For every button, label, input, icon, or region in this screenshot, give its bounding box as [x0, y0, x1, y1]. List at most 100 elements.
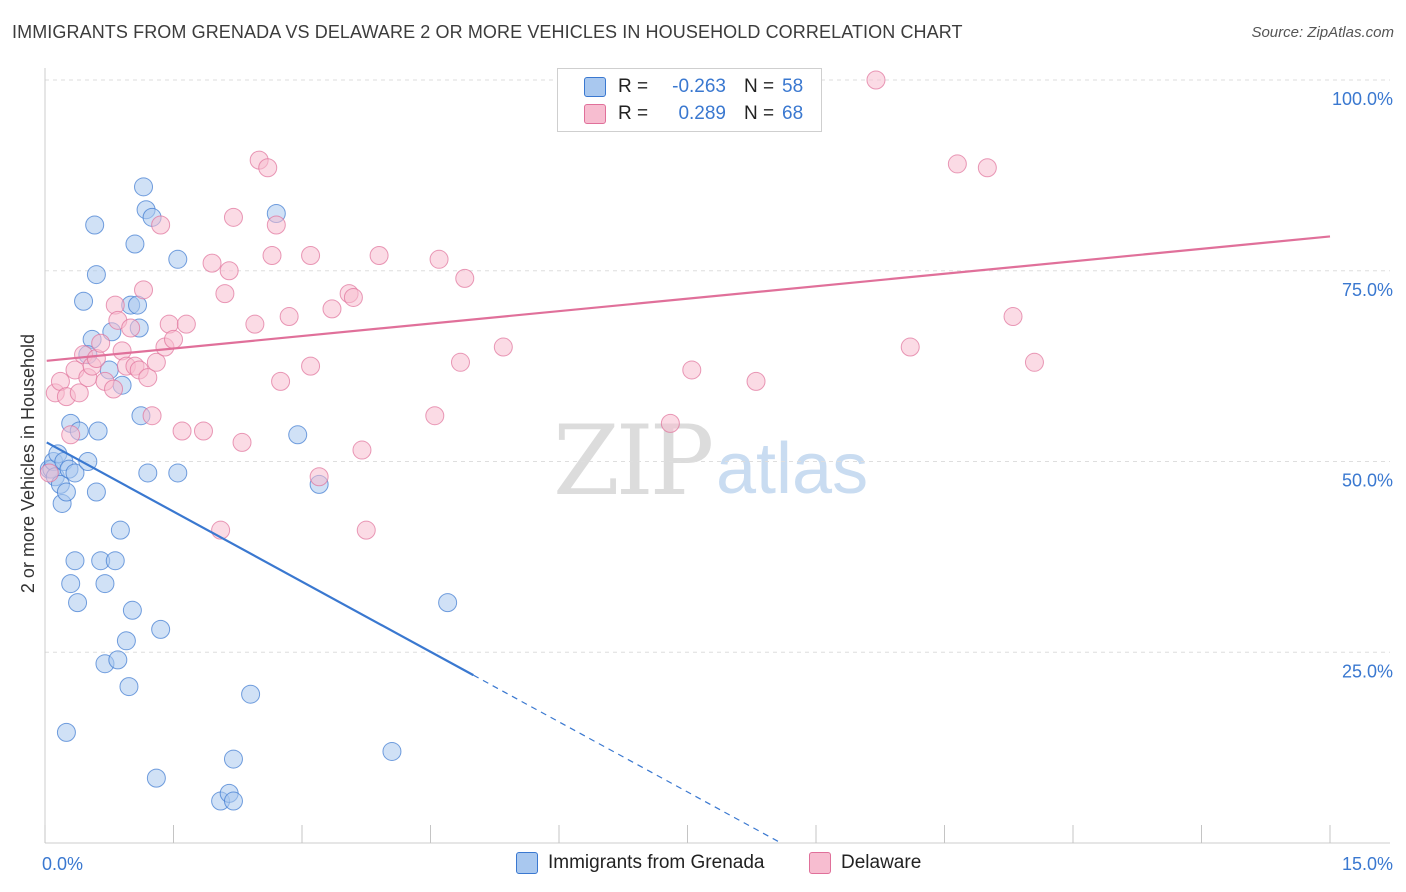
grenada-trend-line [46, 441, 474, 677]
delaware-point [746, 371, 766, 391]
grenada-point [56, 482, 76, 502]
delaware-point [279, 307, 299, 327]
delaware-point [61, 425, 81, 445]
legend-r-label: R = [618, 76, 649, 97]
delaware-point [223, 207, 243, 227]
grenada-point [65, 551, 85, 571]
delaware-point [900, 337, 920, 357]
delaware-point [1024, 352, 1044, 372]
chart-title: IMMIGRANTS FROM GRENADA VS DELAWARE 2 OR… [12, 22, 963, 42]
delaware-point [69, 383, 89, 403]
grenada-point [119, 677, 139, 697]
delaware-point [215, 284, 235, 304]
grenada-point [138, 463, 158, 483]
grenada-point [116, 631, 136, 651]
grenada-point [65, 463, 85, 483]
grenada-point [223, 749, 243, 769]
grenada-point [241, 684, 261, 704]
delaware-point [271, 371, 291, 391]
delaware-point [1003, 307, 1023, 327]
grenada-point [61, 574, 81, 594]
grenada-point [86, 265, 106, 285]
grenada-point [151, 619, 171, 639]
legend-n-value: 68 [782, 103, 804, 124]
delaware-point [176, 314, 196, 334]
series-legend: Immigrants from Grenada Delaware [0, 852, 1406, 878]
delaware-point [232, 432, 252, 452]
delaware-point [172, 421, 192, 441]
legend-n-value: 58 [782, 76, 804, 97]
grenada-point [288, 425, 308, 445]
y-tick-label: 75.0% [1342, 280, 1393, 300]
delaware-point [322, 299, 342, 319]
delaware-point [660, 413, 680, 433]
series-label-grenada: Immigrants from Grenada [548, 852, 765, 873]
series-legend-delaware[interactable]: Delaware [809, 852, 921, 874]
delaware-point [450, 352, 470, 372]
series-legend-grenada[interactable]: Immigrants from Grenada [516, 852, 764, 874]
grenada-point [86, 482, 106, 502]
delaware-point [138, 368, 158, 388]
delaware-point [493, 337, 513, 357]
delaware-point [369, 245, 389, 265]
grenada-point [146, 768, 166, 788]
grenada-point [134, 177, 154, 197]
series-label-delaware: Delaware [841, 852, 922, 873]
source-label: Source: ZipAtlas.com [1251, 24, 1394, 41]
grenada-point [85, 215, 105, 235]
y-tick-label: 25.0% [1342, 661, 1393, 681]
y-tick-label: 100.0% [1332, 89, 1393, 109]
delaware-point [219, 261, 239, 281]
grenada-point [68, 593, 88, 613]
delaware-point [245, 314, 265, 334]
grenada-point [74, 291, 94, 311]
legend-r-value: 0.289 [678, 103, 726, 124]
legend-n-label: N = [744, 103, 775, 124]
delaware-point [134, 280, 154, 300]
delaware-point [309, 467, 329, 487]
delaware-point [262, 245, 282, 265]
grenada-point [382, 741, 402, 761]
grenada-point [105, 551, 125, 571]
delaware-point [343, 287, 363, 307]
grenada-point [78, 452, 98, 471]
grenada-point [168, 463, 188, 483]
delaware-point [425, 406, 445, 426]
grenada-trend-line-extension [473, 674, 783, 844]
delaware-point [455, 268, 475, 288]
grenada-point [56, 722, 76, 742]
watermark-atlas: atlas [716, 429, 869, 509]
x-tick-label: 0.0% [42, 854, 83, 874]
delaware-point [866, 70, 886, 90]
delaware-point [121, 318, 141, 338]
delaware-point [146, 352, 166, 372]
delaware-point [301, 245, 321, 265]
grenada-point [110, 520, 130, 540]
legend-swatch-delaware [584, 104, 606, 124]
grenada-point [168, 249, 188, 269]
delaware-point [104, 379, 124, 399]
legend-r-value: -0.263 [672, 76, 726, 97]
grenada-point [95, 574, 115, 594]
delaware-point [977, 158, 997, 178]
grenada-point [108, 650, 128, 670]
delaware-point [202, 253, 222, 273]
legend-row-delaware: R = 0.289 N = 68 [584, 102, 803, 126]
series-swatch-delaware [809, 852, 831, 874]
delaware-point [682, 360, 702, 380]
grenada-point [125, 234, 145, 254]
y-axis-label: 2 or more Vehicles in Household [18, 334, 38, 593]
correlation-legend: R = -0.263 N = 58 R = 0.289 N = 68 [557, 68, 822, 132]
delaware-point [352, 440, 372, 460]
x-tick-label: 15.0% [1342, 854, 1393, 874]
delaware-point [301, 356, 321, 376]
grenada-point [88, 421, 108, 441]
legend-row-grenada: R = -0.263 N = 58 [584, 75, 803, 99]
legend-swatch-grenada [584, 77, 606, 97]
delaware-point [39, 463, 59, 483]
grenada-point [122, 600, 142, 620]
delaware-point [142, 406, 162, 426]
delaware-point [91, 333, 111, 353]
delaware-point [266, 215, 286, 235]
